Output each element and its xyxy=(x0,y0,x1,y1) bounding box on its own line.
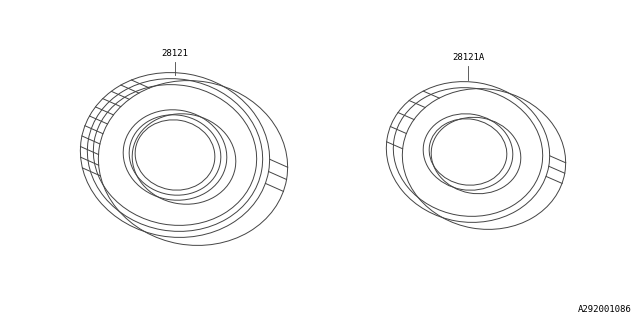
Text: A292001086: A292001086 xyxy=(579,305,632,314)
Text: 28121A: 28121A xyxy=(452,53,484,62)
Text: 28121: 28121 xyxy=(161,49,188,58)
